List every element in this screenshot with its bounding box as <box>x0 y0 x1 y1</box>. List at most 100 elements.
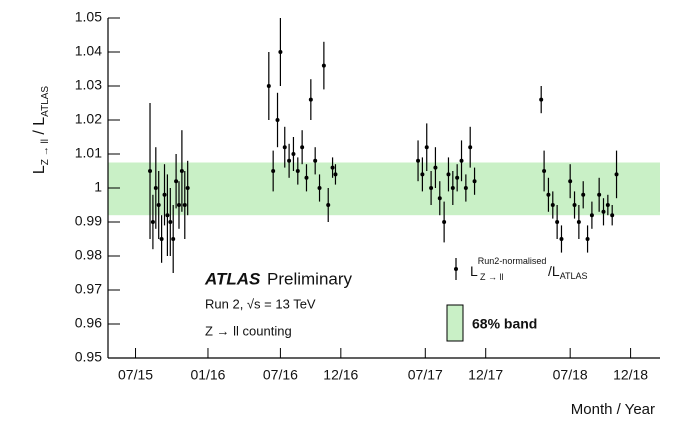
data-point <box>468 145 473 150</box>
y-tick-label: 0.97 <box>75 281 102 297</box>
y-tick-label: 0.98 <box>75 247 102 263</box>
data-point <box>150 220 155 224</box>
data-point <box>153 186 158 190</box>
legend-marker <box>454 267 458 271</box>
data-point <box>304 175 309 180</box>
y-tick-label: 1.01 <box>75 145 102 161</box>
data-point <box>271 169 276 173</box>
data-point <box>539 97 544 102</box>
data-point <box>174 179 179 184</box>
data-point <box>450 186 455 190</box>
y-tick-label: 0.95 <box>75 349 102 365</box>
y-tick-label: 1.05 <box>75 9 102 25</box>
band <box>108 162 660 216</box>
legend-tail: /L <box>548 263 560 279</box>
data-point <box>546 192 551 197</box>
x-tick-label: 07/18 <box>553 367 588 383</box>
legend-sup: Run2-normalised <box>478 256 547 266</box>
data-point <box>605 203 610 207</box>
y-label-main: L <box>31 165 48 174</box>
data-point <box>601 209 606 214</box>
data-point <box>266 84 271 88</box>
data-point <box>165 213 170 218</box>
y-tick-label: 0.99 <box>75 213 102 229</box>
data-point <box>275 118 280 122</box>
data-point <box>291 152 296 156</box>
data-point <box>585 237 590 241</box>
x-tick-label: 07/16 <box>263 367 298 383</box>
data-point <box>576 220 581 224</box>
x-axis-label: Month / Year <box>571 401 655 418</box>
run-label: Run 2, √s = 13 TeV <box>205 296 316 311</box>
legend-tail-sub: ATLAS <box>560 271 588 281</box>
y-tick-label: 1.04 <box>75 43 102 59</box>
data-point <box>568 179 573 184</box>
data-point <box>159 237 164 241</box>
legend-band-swatch <box>446 304 464 342</box>
data-point <box>463 186 468 190</box>
data-point <box>295 169 300 173</box>
data-point <box>330 165 335 170</box>
data-point <box>542 169 547 173</box>
legend-band-label: 68% band <box>472 316 537 332</box>
atlas-label: ATLAS <box>204 269 261 288</box>
y-tick-label: 0.96 <box>75 315 102 331</box>
data-point <box>597 192 602 197</box>
x-tick-label: 07/15 <box>118 367 153 383</box>
y-tick-label: 1.03 <box>75 77 102 93</box>
legend-sub: Z → ll <box>480 272 504 282</box>
data-point <box>581 192 586 197</box>
data-point <box>429 186 434 190</box>
y-label-sub: Z → ll <box>40 139 51 165</box>
data-point <box>614 172 619 177</box>
data-point <box>168 220 173 224</box>
data-point <box>278 50 283 54</box>
data-point <box>282 145 287 150</box>
data-point <box>162 192 167 197</box>
data-point <box>317 186 322 190</box>
preliminary-label: Preliminary <box>267 269 353 288</box>
y-label-sub2: ATLAS <box>40 86 51 117</box>
x-tick-label: 12/18 <box>613 367 648 383</box>
data-point <box>313 158 318 163</box>
data-point <box>333 172 338 177</box>
data-point <box>287 158 292 163</box>
legend-entry: LRun2-normalised Z → ll/LATLAS <box>470 256 588 282</box>
process-label: Z → ll counting <box>205 323 292 338</box>
y-label-sep: / L <box>31 117 48 139</box>
x-tick-label: 12/17 <box>468 367 503 383</box>
data-point <box>176 203 181 207</box>
y-tick-label: 1 <box>94 179 102 195</box>
data-point <box>300 145 305 150</box>
data-point <box>156 203 161 207</box>
data-point <box>171 237 176 241</box>
data-point <box>459 158 464 163</box>
data-point <box>437 196 442 201</box>
data-point <box>446 172 451 177</box>
data-point <box>326 203 331 207</box>
data-point <box>559 237 564 241</box>
data-point <box>308 97 313 102</box>
data-point <box>185 186 190 190</box>
data-point <box>572 203 577 207</box>
data-point <box>472 179 477 184</box>
data-point <box>424 145 429 150</box>
plot-area <box>108 18 660 273</box>
x-tick-label: 12/16 <box>323 367 358 383</box>
data-point <box>182 203 187 207</box>
data-point <box>550 203 555 207</box>
legend: LRun2-normalised Z → ll/LATLAS 68% band <box>446 256 588 342</box>
data-point <box>321 63 326 68</box>
y-axis-label: LZ → ll / LATLAS <box>31 86 50 175</box>
data-point <box>179 169 184 173</box>
x-tick-label: 07/17 <box>408 367 443 383</box>
data-point <box>555 220 560 224</box>
data-point <box>442 220 447 224</box>
legend-main: L <box>470 263 478 279</box>
data-point <box>148 169 153 173</box>
data-point <box>433 165 438 170</box>
data-point <box>610 213 615 218</box>
data-point <box>589 213 594 218</box>
data-point <box>455 175 460 180</box>
